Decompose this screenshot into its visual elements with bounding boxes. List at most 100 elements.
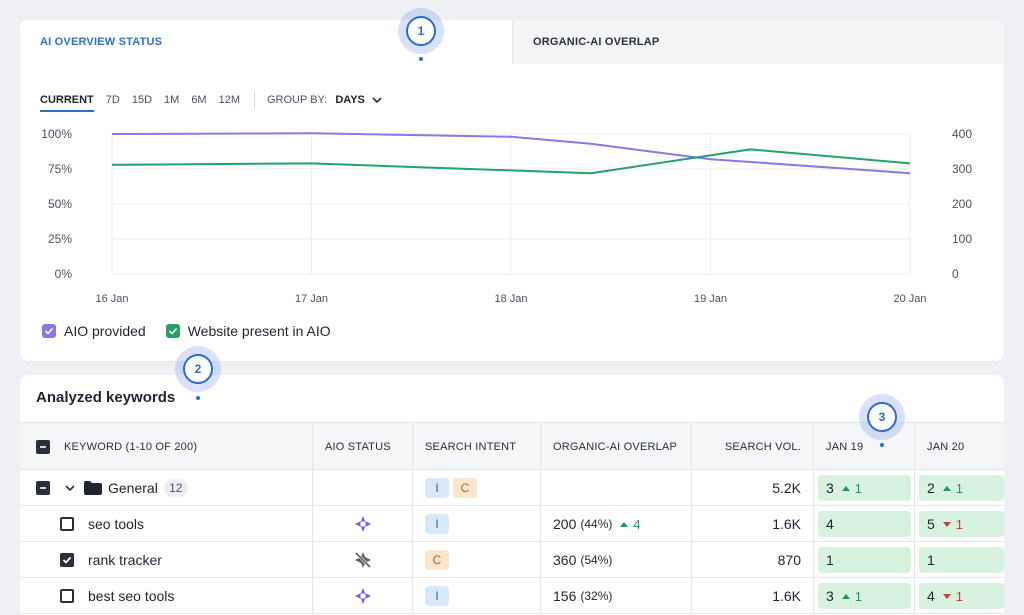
intent-badge-informational: I [425, 478, 449, 498]
aio-overview-card: AI OVERVIEW STATUS ORGANIC-AI OVERLAP CU… [20, 20, 1004, 361]
group-checkbox[interactable] [36, 481, 50, 495]
x-tick-label: 19 Jan [694, 293, 727, 305]
header-overlap[interactable]: ORGANIC-AI OVERLAP [541, 423, 692, 471]
checkbox-icon[interactable] [42, 324, 56, 338]
intent-cell: C [413, 542, 541, 578]
overlap-cell: 156 (32%) [541, 578, 692, 614]
position-pill[interactable]: 4 1 [919, 583, 1004, 609]
legend-aio-provided[interactable]: AIO provided [42, 323, 146, 339]
keyword-text[interactable]: seo tools [88, 516, 145, 532]
intent-badge-commercial: C [425, 550, 449, 570]
header-aio-status[interactable]: AIO STATUS [313, 423, 413, 471]
keyword-cell: seo tools [20, 506, 313, 542]
legend-label: Website present in AIO [187, 323, 331, 339]
callout-3: 3 [859, 394, 905, 440]
callout-pointer [196, 396, 200, 400]
group-name: General [108, 480, 158, 496]
position-cell: 1 [814, 542, 915, 578]
overlap-cell: 200 (44%) 4 [541, 506, 692, 542]
position-cell: 4 [814, 506, 915, 542]
position-cell: 3 1 [814, 578, 915, 614]
overlap-cell [541, 470, 692, 506]
group-by-dropdown[interactable]: DAYS [335, 94, 365, 106]
section-title: Analyzed keywords [36, 389, 176, 406]
row-checkbox-checked[interactable] [60, 553, 74, 567]
aio-not-provided-icon [354, 551, 371, 569]
position-cell: 5 1 [915, 506, 1004, 542]
position-value: 4 [826, 516, 834, 532]
volume-cell: 1.6K [692, 578, 814, 614]
table-row[interactable]: seo tools I 200 (44%) 4 1.6K 4 [20, 506, 1004, 542]
period-selector: CURRENT 7D 15D 1M 6M 12M GROUP BY: DAYS [40, 88, 383, 112]
table-row[interactable]: best seo tools I 156 (32%) 1.6K 3 1 [20, 578, 1004, 614]
analyzed-keywords-card: Analyzed keywords KEYWORD (1-10 OF 200) … [20, 375, 1004, 615]
header-date-jan20[interactable]: JAN 20 [927, 441, 965, 453]
period-current[interactable]: CURRENT [40, 94, 94, 112]
position-pill[interactable]: 3 1 [818, 475, 911, 501]
table-row[interactable]: rank tracker C 360 (54%) 870 1 [20, 542, 1004, 578]
position-change-up: 1 [841, 589, 862, 604]
position-pill[interactable]: 5 1 [919, 511, 1004, 537]
delta-value: 1 [955, 588, 964, 604]
period-1m[interactable]: 1M [164, 94, 180, 106]
position-value: 1 [927, 552, 935, 568]
keyword-text[interactable]: rank tracker [88, 552, 162, 568]
select-all-checkbox[interactable] [36, 440, 50, 454]
y-right-tick-label: 100 [952, 232, 972, 246]
chart-legend: AIO provided Website present in AIO [42, 323, 351, 339]
aio-cell [313, 470, 413, 506]
y-left-tick-label: 0% [55, 267, 73, 281]
position-cell: 3 1 [814, 470, 915, 506]
position-value: 5 [927, 516, 935, 532]
header-search-volume[interactable]: SEARCH VOL. [692, 423, 814, 471]
period-12m[interactable]: 12M [218, 94, 240, 106]
row-checkbox[interactable] [60, 517, 74, 531]
chevron-down-icon[interactable] [64, 482, 76, 494]
legend-website-present[interactable]: Website present in AIO [165, 323, 331, 339]
period-7d[interactable]: 7D [105, 94, 120, 106]
delta-value: 1 [955, 480, 964, 496]
position-change-down: 1 [942, 588, 964, 604]
position-cell: 1 [915, 542, 1004, 578]
header-keyword-label: KEYWORD (1-10 OF 200) [64, 441, 198, 453]
chevron-down-icon[interactable] [371, 94, 383, 106]
y-left-tick-label: 25% [48, 232, 72, 246]
aio-cell [313, 542, 413, 578]
overlap-cell: 360 (54%) [541, 542, 692, 578]
checkbox-icon[interactable] [165, 324, 180, 338]
overlap-percent: (54%) [580, 553, 613, 567]
position-cell: 2 1 [915, 470, 1004, 506]
group-count-badge: 12 [163, 479, 188, 497]
header-keyword[interactable]: KEYWORD (1-10 OF 200) [20, 423, 313, 471]
position-value: 1 [826, 552, 834, 568]
group-cell: General 12 [20, 470, 313, 506]
position-pill[interactable]: 4 [818, 511, 911, 537]
row-checkbox[interactable] [60, 589, 74, 603]
x-tick-label: 18 Jan [494, 293, 527, 305]
table-row-group[interactable]: General 12 I C 5.2K 3 1 2 1 [20, 470, 1004, 506]
group-by-label: GROUP BY: [267, 94, 328, 106]
position-value: 3 [826, 480, 834, 496]
position-change-up: 1 [841, 481, 862, 496]
header-search-intent[interactable]: SEARCH INTENT [413, 423, 541, 471]
x-tick-label: 17 Jan [295, 293, 328, 305]
period-15d[interactable]: 15D [131, 94, 153, 106]
callout-number: 3 [867, 402, 897, 432]
tab-organic-ai-overlap[interactable]: ORGANIC-AI OVERLAP [512, 20, 1004, 64]
y-right-tick-label: 200 [952, 197, 972, 211]
callout-pointer [880, 443, 884, 447]
keyword-text[interactable]: best seo tools [88, 588, 175, 604]
position-pill[interactable]: 3 1 [818, 583, 911, 609]
x-tick-label: 16 Jan [95, 293, 128, 305]
header-date-jan19[interactable]: JAN 19 [814, 423, 915, 471]
position-pill[interactable]: 1 [919, 547, 1004, 573]
position-pill[interactable]: 2 1 [919, 475, 1004, 501]
folder-icon [84, 481, 102, 495]
delta-value: 1 [955, 516, 964, 532]
keywords-table: KEYWORD (1-10 OF 200) AIO STATUS SEARCH … [20, 422, 1004, 614]
y-right-tick-label: 0 [952, 267, 959, 281]
position-pill[interactable]: 1 [818, 547, 911, 573]
period-6m[interactable]: 6M [191, 94, 207, 106]
volume-cell: 1.6K [692, 506, 814, 542]
aio-provided-icon [354, 588, 371, 604]
